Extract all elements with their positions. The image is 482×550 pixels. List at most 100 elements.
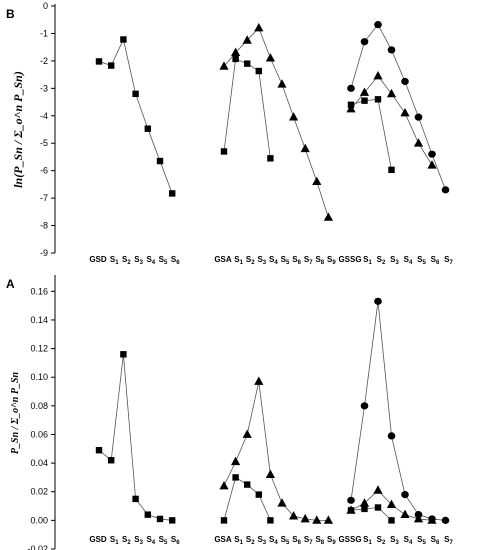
data-point — [413, 513, 424, 523]
category-tick-label: S4 — [269, 535, 278, 546]
data-point — [359, 87, 370, 96]
data-point — [360, 402, 369, 410]
data-point — [132, 90, 139, 98]
data-point — [346, 103, 356, 113]
data-point — [220, 517, 228, 524]
series-circle — [347, 21, 450, 194]
data-point — [95, 447, 103, 454]
data-point — [156, 515, 164, 523]
y-tick-label: 0.04 — [30, 458, 48, 468]
y-tick-label: 0.00 — [30, 515, 48, 525]
data-point — [400, 108, 410, 117]
category-tick-label: S4 — [404, 255, 413, 266]
category-tick-label: S7 — [304, 535, 313, 546]
data-point — [254, 22, 264, 32]
data-point — [413, 138, 424, 147]
y-tick-label: 0.14 — [30, 315, 48, 325]
series-square — [347, 504, 395, 524]
data-point — [401, 77, 409, 86]
category-tick-label: S4 — [404, 535, 413, 546]
y-tick-label: -7 — [40, 193, 48, 203]
category-tick-label: S4 — [146, 255, 155, 266]
y-tick-label: -0.02 — [27, 544, 48, 550]
series-circle — [347, 297, 450, 524]
y-axis-label: P_Sn / Σ_o^n P_Sn — [10, 371, 21, 454]
category-tick-label: S1 — [110, 535, 119, 546]
data-point — [289, 511, 299, 520]
category-tick-label: S2 — [377, 255, 386, 266]
category-tick-label: S5 — [281, 255, 290, 266]
data-point — [156, 157, 164, 165]
category-tick-label: S9 — [327, 535, 336, 546]
data-point — [441, 516, 450, 524]
category-tick-label: S5 — [417, 535, 426, 546]
group-label: GSSG — [338, 535, 361, 544]
data-point — [441, 186, 450, 194]
data-point — [427, 160, 437, 169]
data-point — [374, 504, 382, 511]
data-point — [242, 35, 252, 44]
data-point — [232, 55, 239, 63]
series-square — [220, 55, 274, 162]
category-tick-label: S1 — [363, 535, 372, 546]
category-tick-label: S5 — [281, 535, 290, 546]
y-tick-label: -6 — [40, 166, 48, 176]
category-tick-label: S8 — [315, 535, 324, 546]
group-label: GSD — [89, 255, 107, 264]
data-point — [231, 456, 241, 466]
data-point — [428, 150, 436, 158]
data-point — [277, 498, 287, 507]
category-tick-label: S3 — [134, 535, 143, 546]
category-tick-label: S2 — [377, 535, 386, 546]
category-tick-label: S3 — [390, 535, 399, 546]
data-point — [347, 84, 355, 92]
series-triangle — [219, 22, 333, 221]
data-point — [361, 97, 368, 104]
category-tick-label: S3 — [134, 255, 143, 266]
category-tick-label: S6 — [292, 535, 301, 546]
data-point — [232, 474, 239, 481]
category-tick-label: S5 — [159, 255, 168, 266]
category-tick-label: S7 — [304, 255, 313, 266]
data-point — [373, 485, 383, 494]
data-point — [231, 47, 241, 57]
data-point — [169, 517, 176, 524]
series-square — [347, 96, 395, 174]
data-point — [219, 481, 229, 490]
data-point — [300, 143, 310, 153]
data-point — [265, 53, 275, 62]
category-tick-label: S5 — [159, 535, 168, 546]
y-tick-label: -9 — [40, 248, 48, 258]
series-line — [223, 381, 329, 521]
data-point — [347, 496, 355, 504]
series-line — [98, 354, 173, 521]
group-label: GSA — [214, 255, 232, 264]
data-point — [414, 113, 423, 121]
y-tick-label: 0 — [43, 1, 48, 11]
category-tick-label: S7 — [444, 255, 453, 266]
category-tick-label: S9 — [327, 255, 336, 266]
data-point — [388, 517, 395, 524]
category-tick-label: S1 — [234, 255, 243, 266]
y-tick-label: -4 — [40, 111, 48, 121]
data-point — [374, 21, 382, 29]
y-tick-label: -1 — [40, 28, 48, 38]
series-line — [223, 58, 271, 159]
data-point — [361, 505, 368, 513]
category-tick-label: S3 — [257, 535, 266, 546]
series-square — [95, 351, 176, 524]
category-tick-label: S1 — [234, 535, 243, 546]
category-tick-label: S3 — [257, 255, 266, 266]
data-point — [323, 515, 333, 524]
group-label: GSSG — [338, 255, 361, 264]
data-point — [132, 495, 139, 503]
data-point — [388, 166, 395, 174]
panel-b: B 0 -1 -2 -3 -4 -5 -6 -7 -8 -9 ln(P_Sn / Σ_o^n P_Sn… — [6, 1, 454, 266]
category-tick-label: S1 — [363, 255, 372, 266]
data-point — [108, 62, 115, 69]
category-tick-label: S6 — [431, 535, 440, 546]
y-tick-label: 0.12 — [30, 344, 48, 354]
category-tick-label: S3 — [390, 255, 399, 266]
data-point — [220, 148, 228, 155]
